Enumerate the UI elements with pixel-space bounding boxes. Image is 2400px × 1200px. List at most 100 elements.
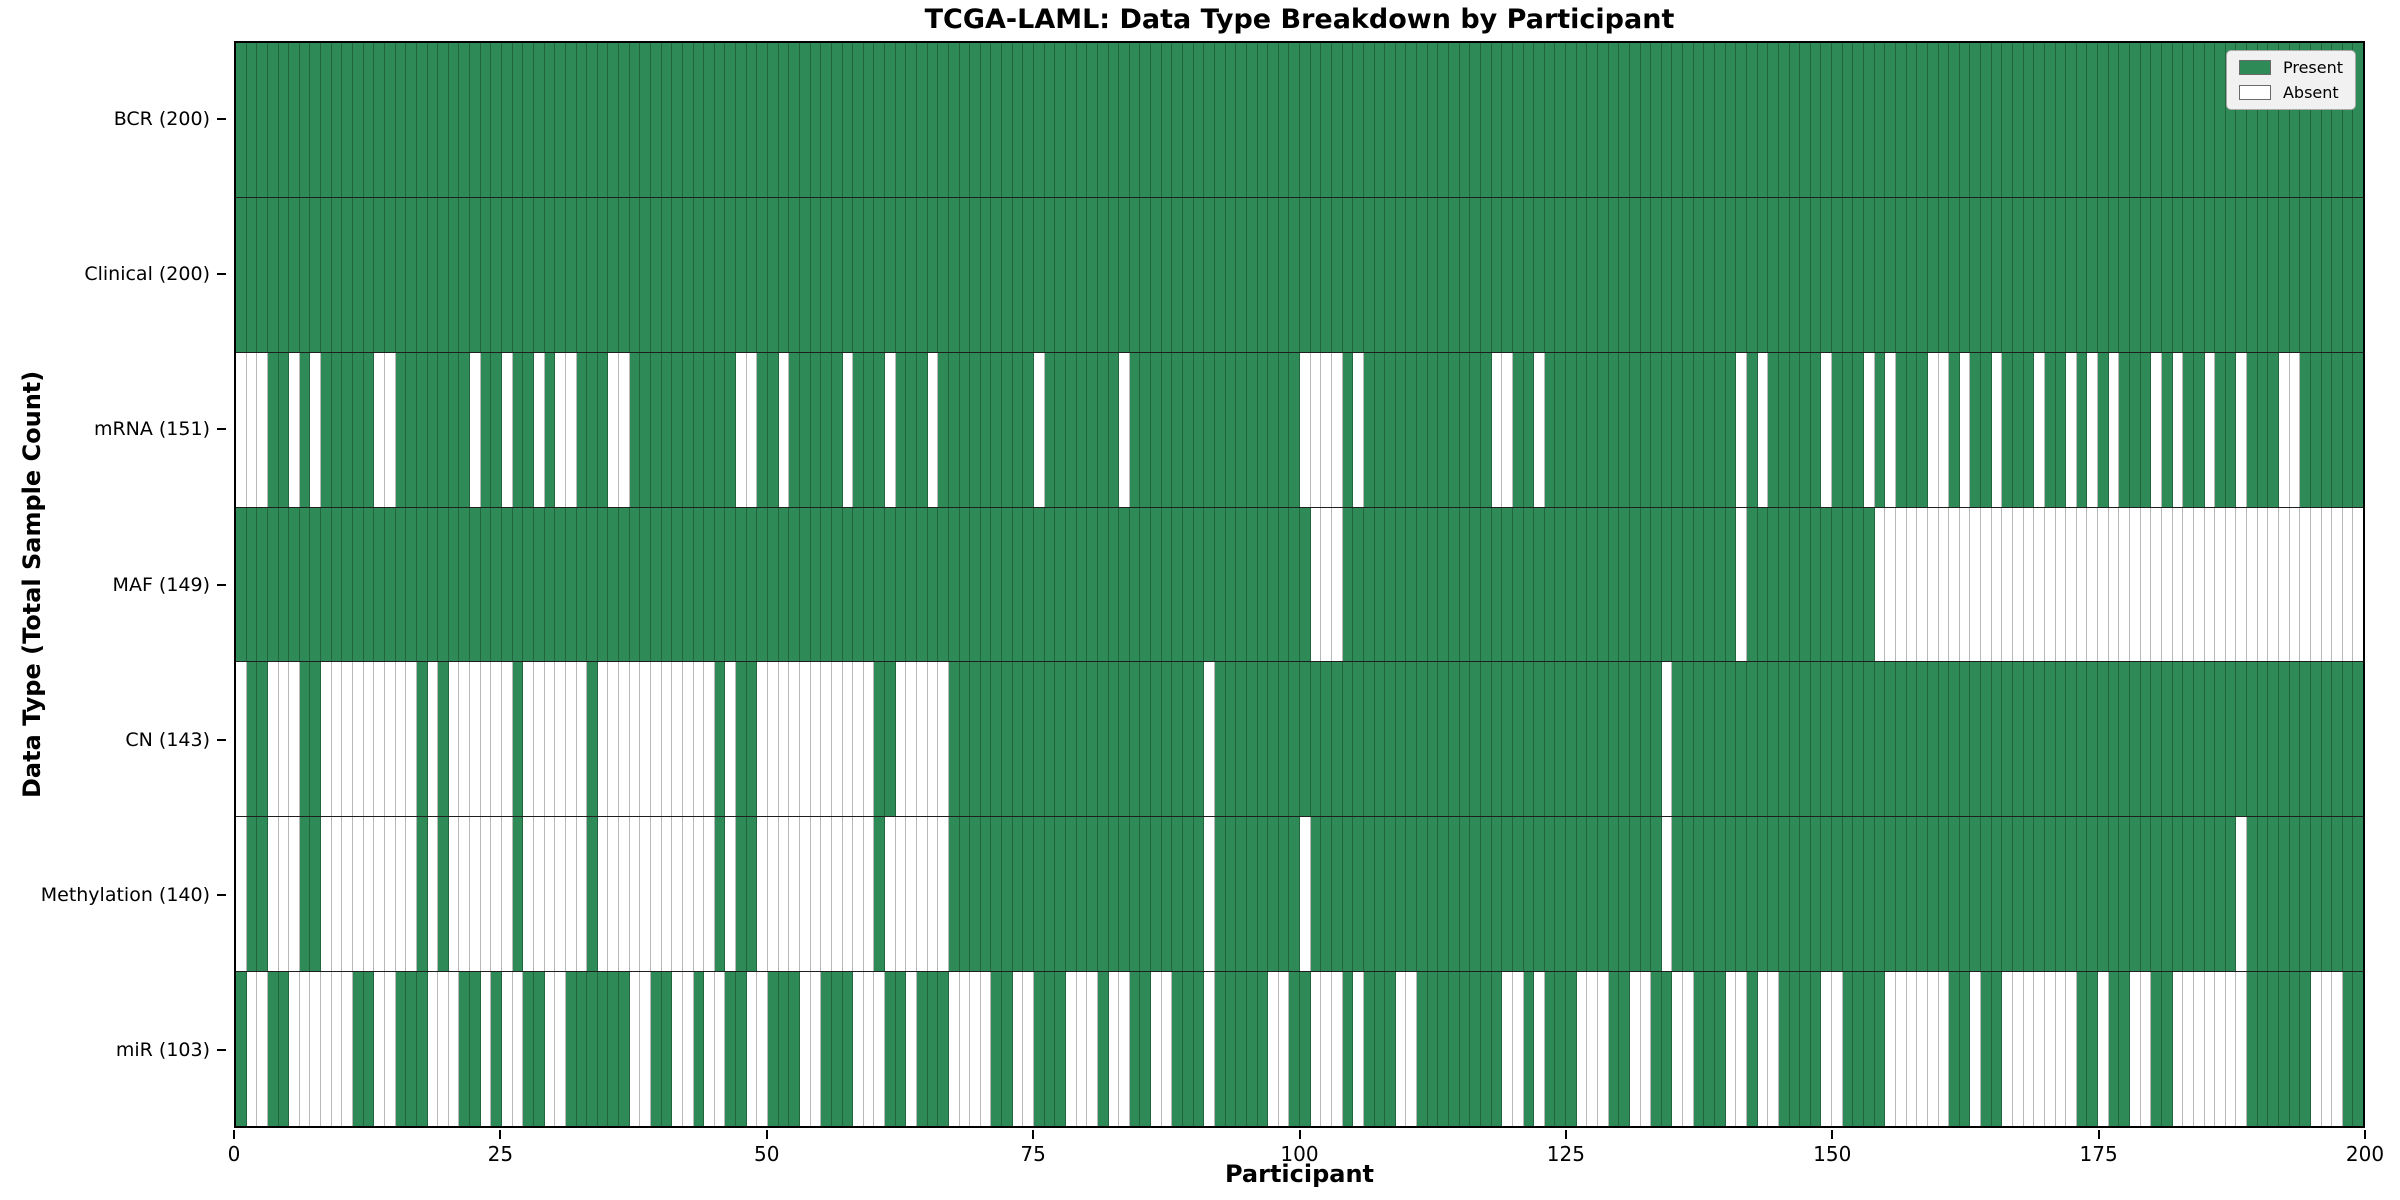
heatmap-cell [1906,662,1918,817]
heatmap-cell [991,197,1003,352]
heatmap-cell [1832,662,1843,817]
heatmap-cell [1470,817,1481,972]
heatmap-cell [1065,197,1077,352]
heatmap-cell [1055,662,1066,817]
heatmap-cell [1523,817,1535,972]
heatmap-cell [1864,817,1875,972]
heatmap-cell [874,662,886,817]
heatmap-cell [672,197,683,352]
heatmap-cell [927,817,939,972]
heatmap-cell [1076,817,1088,972]
heatmap-cell [853,43,864,197]
heatmap-cell [725,352,737,507]
heatmap-cell [2172,817,2184,972]
heatmap-cell [533,197,545,352]
heatmap-cell [2161,662,2173,817]
heatmap-cell [1512,662,1524,817]
heatmap-cell [799,817,811,972]
heatmap-cell [565,197,577,352]
heatmap-cell [1566,662,1577,817]
heatmap-cell [1981,197,1992,352]
heatmap-cell [757,352,769,507]
heatmap-cell [1151,507,1162,662]
heatmap-cell [1087,662,1098,817]
heatmap-cell [1076,197,1088,352]
heatmap-cell [2151,972,2162,1127]
heatmap-cell [1151,817,1162,972]
heatmap-cell [1555,43,1567,197]
heatmap-cell [512,197,524,352]
heatmap-cell [693,662,705,817]
heatmap-cell [661,972,673,1127]
heatmap-cell [406,662,417,817]
heatmap-cell [267,507,279,662]
x-axis-label: Participant [1224,1160,1375,1188]
heatmap-cell [714,352,726,507]
heatmap-cell [1523,197,1535,352]
heatmap-cell [1927,662,1939,817]
heatmap-cell [778,507,790,662]
heatmap-cell [1629,507,1641,662]
x-tick-mark [1564,1130,1567,1139]
heatmap-cell [565,662,577,817]
heatmap-cell [1300,507,1311,662]
heatmap-cell [1651,817,1662,972]
heatmap-cell [2310,507,2322,662]
heatmap-cell [1480,972,1492,1127]
heatmap-cell [1842,197,1854,352]
heatmap-cell [2257,507,2269,662]
heatmap-cell [1055,507,1066,662]
heatmap-cell [1587,662,1598,817]
heatmap-cell [1374,507,1386,662]
heatmap-cell [1385,817,1396,972]
heatmap-cell [1385,352,1396,507]
heatmap-cell [917,662,928,817]
heatmap-cell [725,507,737,662]
heatmap-cell [1097,972,1109,1127]
heatmap-cell [842,662,854,817]
heatmap-cell [1768,817,1779,972]
heatmap-cell [1534,352,1545,507]
heatmap-cell [1129,43,1141,197]
heatmap-cell [1363,662,1375,817]
heatmap-cell [2066,197,2077,352]
heatmap-cell [1853,352,1865,507]
heatmap-cell [2023,43,2035,197]
heatmap-cell [1927,972,1939,1127]
heatmap-row-Clinical [236,197,2364,353]
heatmap-cell [2332,507,2343,662]
heatmap-cell [2044,352,2056,507]
heatmap-row-Methylation [236,817,2364,973]
heatmap-cell [810,662,822,817]
heatmap-cell [2172,43,2184,197]
heatmap-cell [1651,662,1662,817]
heatmap-row-BCR [236,43,2364,198]
heatmap-cell [299,817,311,972]
heatmap-cell [895,352,907,507]
heatmap-cell [1204,43,1215,197]
heatmap-cell [2268,662,2279,817]
heatmap-cell [1683,662,1694,817]
heatmap-cell [2076,197,2088,352]
heatmap-cell [1598,662,1609,817]
heatmap-cell [587,662,598,817]
heatmap-cell [1246,507,1258,662]
heatmap-cell [565,352,577,507]
heatmap-cell [736,507,747,662]
heatmap-cell [2002,662,2013,817]
heatmap-cell [246,972,258,1127]
heatmap-cell [1385,197,1396,352]
heatmap-cell [2257,43,2269,197]
heatmap-cell [2002,197,2013,352]
heatmap-cell [1363,43,1375,197]
heatmap-cell [885,662,896,817]
heatmap-cell [778,662,790,817]
heatmap-cell [1874,352,1886,507]
heatmap-cell [640,507,651,662]
heatmap-cell [2034,43,2045,197]
heatmap-cell [2353,662,2364,817]
heatmap-cell [1044,972,1056,1127]
heatmap-cell [1480,507,1492,662]
heatmap-cell [1778,817,1790,972]
heatmap-cell [895,197,907,352]
